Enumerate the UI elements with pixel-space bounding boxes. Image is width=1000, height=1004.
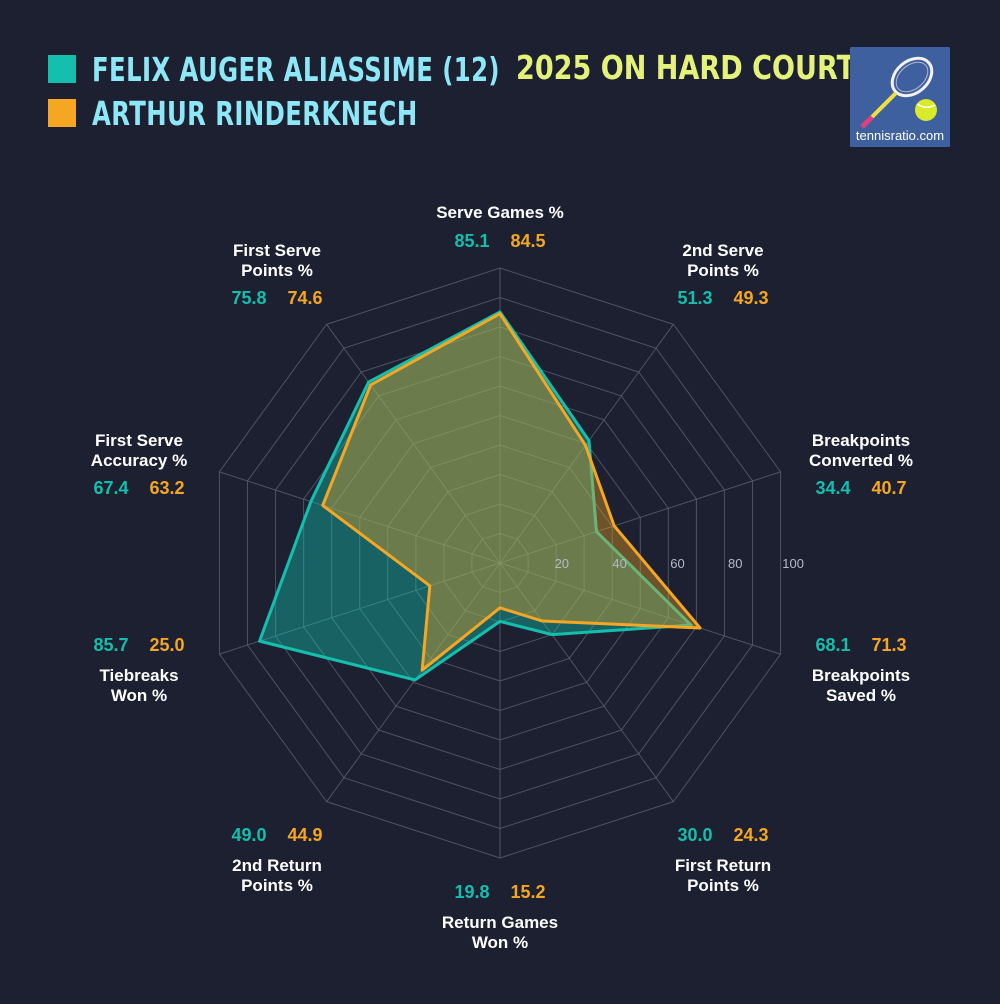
axis-label: Points % xyxy=(687,876,759,895)
logo-text: tennisratio.com xyxy=(855,128,945,143)
grid-spoke xyxy=(499,324,674,564)
series-area-player1 xyxy=(258,310,693,682)
data-label-player2: 15.2 xyxy=(510,882,545,902)
legend: FELIX AUGER ALIASSIME (12) ARTHUR RINDER… xyxy=(48,48,590,136)
legend-item-player2: ARTHUR RINDERKNECH xyxy=(48,92,590,134)
axis-label: Breakpoints xyxy=(812,666,910,685)
grid-spoke xyxy=(499,562,674,802)
data-label-player1: 68.1 xyxy=(815,635,850,655)
axis-tick-label: 20 xyxy=(555,556,569,571)
axis-label: Return Games xyxy=(442,913,558,932)
axis-label: Points % xyxy=(241,261,313,280)
data-label-player1: 30.0 xyxy=(677,825,712,845)
axis-tick-label: 60 xyxy=(670,556,684,571)
axis-label: Converted % xyxy=(809,451,913,470)
data-label-player2: 25.0 xyxy=(149,635,184,655)
grid-spoke xyxy=(326,562,501,802)
data-label-player1: 75.8 xyxy=(231,288,266,308)
grid-spoke xyxy=(326,324,501,564)
legend-label-player1: FELIX AUGER ALIASSIME (12) xyxy=(92,49,500,89)
grid-spoke xyxy=(219,471,501,564)
data-label-player1: 85.7 xyxy=(93,635,128,655)
chart-title: 2025 ON HARD COURTS xyxy=(516,48,875,87)
legend-label-player2: ARTHUR RINDERKNECH xyxy=(92,93,418,133)
data-label-player2: 74.6 xyxy=(287,288,322,308)
data-label-player2: 84.5 xyxy=(510,231,545,251)
data-label-player1: 34.4 xyxy=(815,478,850,498)
axis-label: Serve Games % xyxy=(436,203,564,222)
data-label-player1: 19.8 xyxy=(454,882,489,902)
tennis-racket-icon xyxy=(850,47,950,147)
legend-swatch-player1 xyxy=(48,55,76,83)
axis-label: Tiebreaks xyxy=(99,666,178,685)
axis-label: Saved % xyxy=(826,686,896,705)
grid-spoke xyxy=(499,471,781,564)
data-label-player2: 71.3 xyxy=(871,635,906,655)
series-area-player2 xyxy=(321,312,702,672)
axis-label: 2nd Serve xyxy=(682,241,763,260)
axis-label: Breakpoints xyxy=(812,431,910,450)
data-label-player1: 85.1 xyxy=(454,231,489,251)
axis-tick-label: 40 xyxy=(612,556,626,571)
data-label-player1: 49.0 xyxy=(231,825,266,845)
axis-tick-label: 100 xyxy=(782,556,804,571)
axis-label: First Serve xyxy=(233,241,321,260)
axis-label: Points % xyxy=(687,261,759,280)
legend-swatch-player2 xyxy=(48,99,76,127)
axis-label: 2nd Return xyxy=(232,856,322,875)
axis-label: Accuracy % xyxy=(91,451,187,470)
axis-label: Won % xyxy=(111,686,167,705)
data-label-player1: 67.4 xyxy=(93,478,128,498)
data-label-player2: 49.3 xyxy=(733,288,768,308)
tennisratio-logo[interactable]: tennisratio.com xyxy=(850,47,950,147)
legend-item-player1: FELIX AUGER ALIASSIME (12) xyxy=(48,48,590,90)
data-label-player2: 44.9 xyxy=(287,825,322,845)
axis-label: First Serve xyxy=(95,431,183,450)
data-label-player2: 40.7 xyxy=(871,478,906,498)
grid-spoke xyxy=(219,562,501,655)
data-label-player2: 24.3 xyxy=(733,825,768,845)
axis-tick-label: 80 xyxy=(728,556,742,571)
axis-label: First Return xyxy=(675,856,771,875)
axis-label: Points % xyxy=(241,876,313,895)
grid-spoke xyxy=(499,562,781,655)
axis-label: Won % xyxy=(472,933,528,952)
data-label-player1: 51.3 xyxy=(677,288,712,308)
data-label-player2: 63.2 xyxy=(149,478,184,498)
